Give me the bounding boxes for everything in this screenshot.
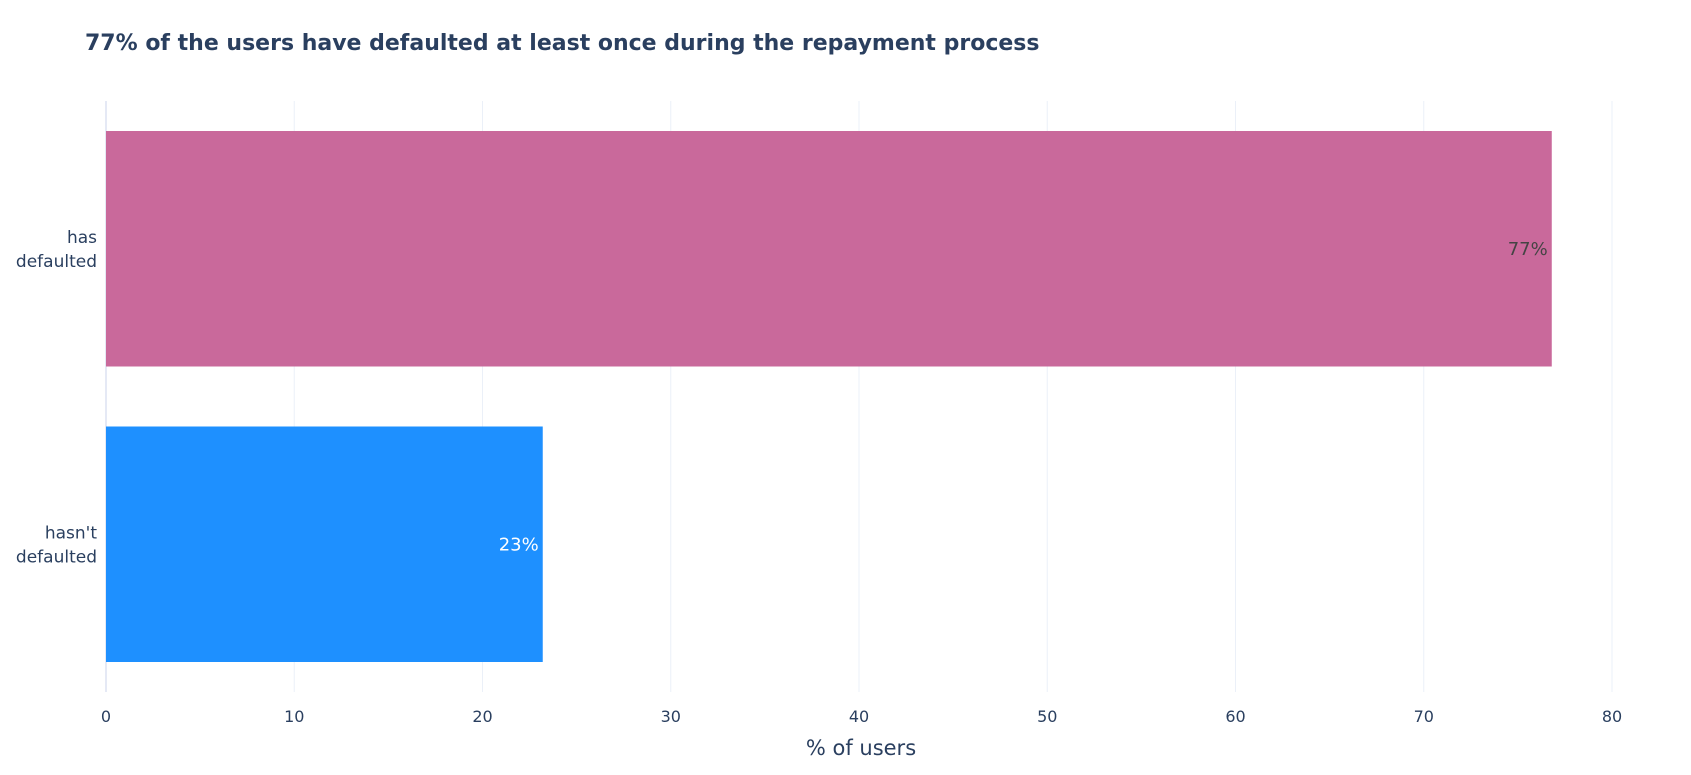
bar: [106, 131, 1552, 367]
x-tick-label: 20: [472, 707, 492, 726]
x-tick-label: 60: [1225, 707, 1245, 726]
bar-value-label: 77%: [1508, 239, 1548, 260]
y-category-label: hasn't defaulted: [16, 523, 97, 567]
x-axis-ticks: 0 10 20 30 40 50 60 70 80: [101, 707, 1622, 726]
y-category-line: defaulted: [16, 547, 97, 567]
x-tick-label: 30: [661, 707, 681, 726]
y-category-label: has defaulted: [16, 228, 97, 272]
x-tick-label: 0: [101, 707, 111, 726]
data-labels: 77% 23%: [499, 239, 1548, 556]
bar-value-label: 23%: [499, 534, 539, 555]
x-tick-label: 70: [1414, 707, 1434, 726]
x-axis-title: % of users: [806, 736, 916, 760]
y-category-line: defaulted: [16, 252, 97, 272]
x-tick-label: 50: [1037, 707, 1057, 726]
bar: [106, 426, 543, 662]
x-tick-label: 80: [1602, 707, 1622, 726]
bars: [106, 131, 1552, 662]
x-tick-label: 40: [849, 707, 869, 726]
y-category-line: has: [67, 228, 97, 248]
chart-title: 77% of the users have defaulted at least…: [85, 31, 1039, 56]
y-axis-categories: has defaulted hasn't defaulted: [16, 228, 97, 568]
y-category-line: hasn't: [45, 523, 97, 543]
x-tick-label: 10: [284, 707, 304, 726]
